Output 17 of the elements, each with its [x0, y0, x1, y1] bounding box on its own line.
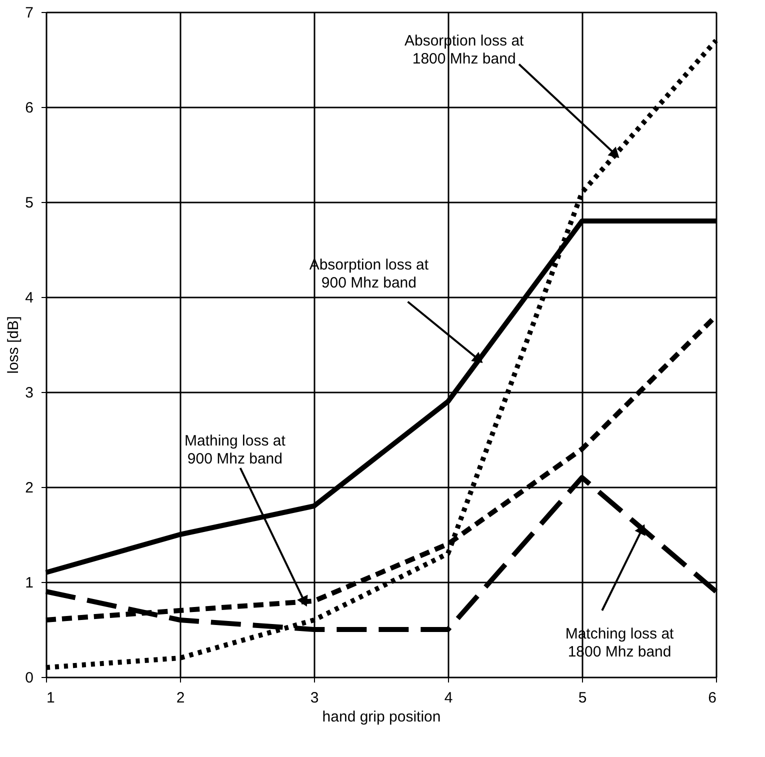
y-tick-label: 1 [25, 574, 34, 592]
x-tick-label: 4 [444, 690, 453, 706]
y-tick-label: 4 [25, 290, 34, 306]
x-tick-label: 2 [176, 690, 185, 706]
x-tick-label: 1 [46, 690, 55, 706]
x-tick-label: 6 [708, 690, 716, 706]
y-tick-label: 2 [25, 480, 34, 496]
x-tick-label: 3 [310, 690, 319, 706]
y-tick-label: 5 [25, 194, 34, 212]
y-tick-label: 6 [25, 100, 34, 116]
x-axis-title: hand grip position [322, 708, 441, 726]
y-tick-label: 7 [25, 4, 34, 22]
y-tick-label: 0 [25, 670, 34, 686]
annotation: Mathing loss at 900 Mhz band [184, 432, 286, 468]
x-tick-label: 5 [578, 690, 587, 706]
y-tick-label: 3 [25, 384, 34, 402]
y-axis-title: loss [dB] [5, 316, 22, 374]
